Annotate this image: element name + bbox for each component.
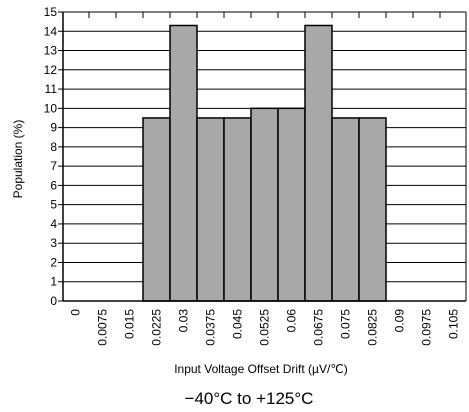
y-tick-label: 4 (50, 217, 57, 231)
y-tick-label: 2 (50, 255, 57, 269)
x-tick-label: 0.0225 (150, 309, 164, 346)
x-tick-label: 0.0375 (204, 309, 218, 346)
bar-0.0375 (196, 117, 225, 302)
x-tick-label: 0.06 (285, 309, 299, 333)
bar-0.03 (169, 24, 198, 302)
x-tick-label: 0.075 (339, 309, 353, 339)
y-tick-label: 3 (50, 236, 57, 250)
y-axis-label: Population (%) (11, 120, 25, 199)
x-tick-label: 0.0975 (420, 309, 434, 346)
y-tick-label: 13 (44, 44, 58, 58)
x-tick-label: 0.0675 (312, 309, 326, 346)
x-tick-label: 0.0075 (96, 309, 110, 346)
bar-0.06 (277, 107, 306, 302)
plot-frame (62, 12, 467, 302)
x-tick-label: 0.0825 (366, 309, 380, 346)
x-tick-label: 0.0525 (258, 309, 272, 346)
bar-0.0675 (304, 24, 333, 302)
y-tick-label: 0 (50, 294, 57, 308)
bars (142, 24, 387, 302)
y-tick-label: 10 (44, 101, 58, 115)
chart-subtitle: −40°C to +125°C (185, 389, 314, 408)
bar-0.045 (223, 117, 252, 302)
x-axis-label: Input Voltage Offset Drift (µV/℃) (174, 362, 348, 376)
x-tick-label: 0.03 (177, 309, 191, 333)
bar-0.0825 (358, 117, 387, 302)
bar-0.0225 (142, 117, 171, 302)
y-tick-label: 5 (50, 198, 57, 212)
y-tick-label: 12 (44, 63, 58, 77)
x-tick-labels: 0 0.0075 0.015 0.0225 0.03 0.0375 0.045 0.0525 0… (69, 309, 461, 346)
bar-0.075 (331, 117, 360, 302)
y-tick-label: 7 (50, 159, 57, 173)
x-tick-label: 0.09 (393, 309, 407, 333)
y-tick-label: 1 (50, 275, 57, 289)
bar-0.0525 (250, 107, 279, 302)
x-tick-label: 0.015 (123, 309, 137, 339)
y-tick-label: 6 (50, 178, 57, 192)
x-tick-label: 0.105 (447, 309, 461, 339)
y-tick-label: 9 (50, 121, 57, 135)
x-tick-label: 0.045 (231, 309, 245, 339)
x-tick-label: 0 (69, 309, 83, 316)
y-tick-label: 8 (50, 140, 57, 154)
y-tick-label: 11 (45, 82, 58, 96)
y-tick-label: 15 (44, 5, 58, 19)
y-tick-label: 14 (44, 24, 58, 38)
